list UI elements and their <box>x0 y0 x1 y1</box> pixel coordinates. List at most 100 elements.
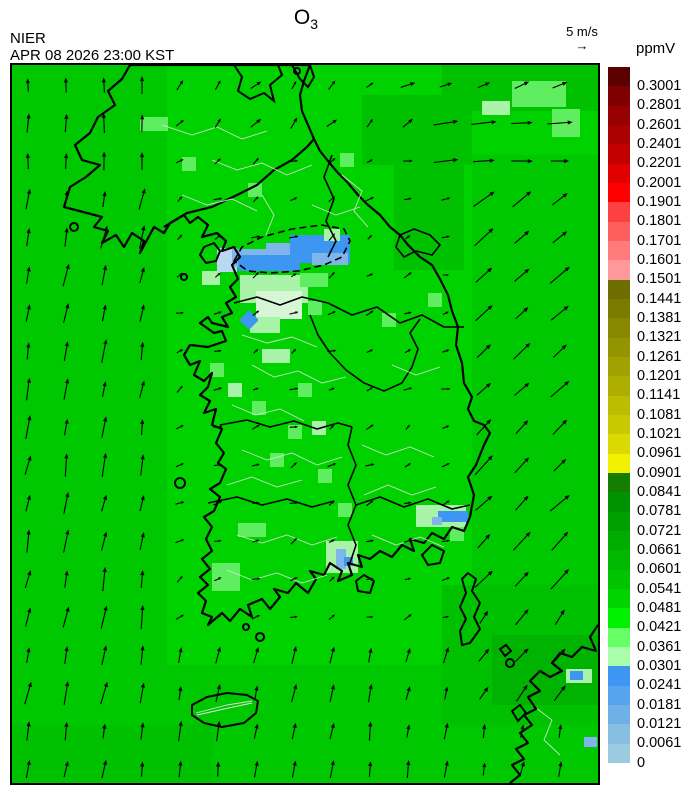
wind-arrow <box>453 158 459 163</box>
colorbar-cell <box>608 86 630 107</box>
wind-arrow <box>180 614 185 618</box>
colorbar-tick-label: 0.1081 <box>637 406 682 423</box>
colorbar-tick-label: 0.1701 <box>637 232 682 249</box>
japan-islet <box>498 643 528 723</box>
wind-arrow <box>64 418 69 424</box>
wind-arrow <box>295 501 299 505</box>
wind-arrow <box>293 273 297 277</box>
wind-arrow <box>526 191 532 196</box>
wind-arrow <box>140 604 145 610</box>
wind-arrow <box>64 341 69 347</box>
colorbar-tick-label: 0.1501 <box>637 271 682 288</box>
colorbar-cell <box>608 337 630 358</box>
concentration-patch <box>212 563 240 591</box>
colorbar-cell <box>608 434 630 455</box>
wind-arrow <box>179 196 183 200</box>
wind-arrow <box>331 80 336 85</box>
wind-scale-label: 5 m/s <box>566 24 598 39</box>
title-subscript: 3 <box>310 16 319 33</box>
wind-arrow <box>63 77 68 83</box>
concentration-patch <box>382 313 396 327</box>
wind-arrow <box>178 647 183 653</box>
wind-arrow <box>524 230 530 236</box>
wind-arrow <box>140 682 145 688</box>
wind-arrow <box>408 501 412 505</box>
wind-arrow <box>406 686 411 692</box>
concentration-patch <box>248 183 262 197</box>
wind-arrow <box>486 419 492 425</box>
wind-arrow <box>218 463 222 467</box>
wind-arrow <box>447 387 451 391</box>
wind-arrow <box>65 681 70 687</box>
wind-arrow <box>408 539 413 542</box>
wind-arrow <box>140 761 145 767</box>
colorbar-tick-label: 0.1261 <box>637 348 682 365</box>
wind-arrow <box>294 425 299 429</box>
wind-arrow <box>369 387 374 390</box>
wind-arrow <box>101 77 106 83</box>
wind-arrow <box>140 341 145 347</box>
wind-arrow <box>141 380 145 386</box>
wind-arrow <box>64 453 69 459</box>
concentration-patch <box>338 503 352 517</box>
wind-arrow <box>64 646 69 652</box>
colorbar-cell <box>608 550 630 571</box>
concentration-patch <box>202 271 220 285</box>
wind-arrow <box>332 311 336 314</box>
wind-arrow <box>484 648 490 654</box>
japan-coastline <box>509 624 598 783</box>
wind-arrow <box>64 760 69 767</box>
wind-arrow <box>256 118 262 124</box>
timestamp-label: APR 08 2026 23:00 KST <box>10 47 175 64</box>
wind-arrow <box>294 615 298 619</box>
unit-label: ppmV <box>636 40 676 57</box>
wind-arrow <box>561 458 567 464</box>
wind-arrow <box>26 647 31 653</box>
wind-arrow <box>64 227 69 233</box>
colorbar-tick-label: 0.0121 <box>637 715 682 732</box>
jeju-inner-line <box>196 702 253 716</box>
wind-arrow <box>181 501 185 504</box>
colorbar-tick-label: 0.3001 <box>637 77 682 94</box>
colorbar-tick-label: 0.0181 <box>637 696 682 713</box>
wind-arrow <box>331 576 335 580</box>
colorbar-cell <box>608 666 630 687</box>
colorbar-cell <box>608 415 630 435</box>
wind-arrow <box>523 495 529 501</box>
wind-arrow <box>523 648 529 654</box>
wind-arrow <box>330 684 335 690</box>
wind-arrow <box>178 760 183 766</box>
wind-arrow <box>178 685 183 692</box>
colorbar-cell <box>608 569 630 590</box>
wind-arrow <box>523 571 529 577</box>
wind-vector-layer <box>24 76 573 779</box>
colorbar-tick-label: 0.0481 <box>637 599 682 616</box>
wind-arrow <box>446 349 450 353</box>
concentration-patch <box>394 160 464 270</box>
wind-arrow <box>140 454 145 460</box>
concentration-patch <box>570 671 583 680</box>
wind-arrow <box>27 681 32 688</box>
wind-arrow <box>368 647 373 653</box>
wind-arrow <box>218 349 222 353</box>
wind-arrow <box>370 500 374 504</box>
wind-arrow <box>446 463 451 466</box>
wind-arrow <box>218 311 222 314</box>
wind-arrow <box>26 113 31 119</box>
concentration-patch <box>340 153 354 167</box>
wind-arrow <box>487 495 493 501</box>
wind-arrow <box>103 605 108 611</box>
wind-arrow <box>102 191 107 197</box>
wind-arrow <box>487 455 493 461</box>
concentration-patch <box>228 383 242 397</box>
wind-arrow <box>178 720 183 726</box>
wind-arrow <box>217 158 221 162</box>
colorbar-cell <box>608 608 630 629</box>
concentration-patch <box>262 349 290 363</box>
wind-arrow <box>140 267 145 273</box>
wind-arrow <box>218 501 223 504</box>
colorbar-cell <box>608 279 630 300</box>
wind-arrow <box>407 349 412 352</box>
wind-arrow <box>523 684 528 691</box>
wind-arrow <box>485 82 491 87</box>
